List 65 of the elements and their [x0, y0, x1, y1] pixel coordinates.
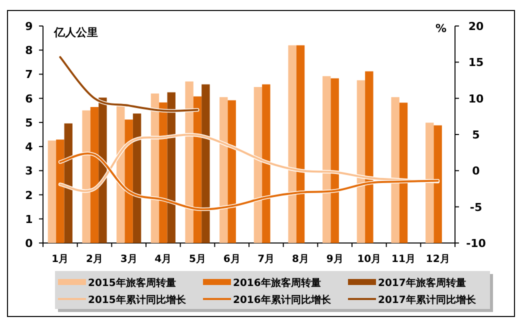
y2-tick-label: 20	[468, 20, 484, 33]
legend-label: 2016年旅客周转量	[233, 277, 321, 289]
y2-tick-label: -5	[470, 200, 482, 214]
bar	[159, 102, 168, 243]
y2-tick-label: -10	[466, 237, 486, 250]
bar	[220, 97, 228, 243]
bar	[322, 76, 331, 243]
bar	[296, 45, 305, 243]
bar	[167, 92, 176, 243]
x-tick-label: 9月	[326, 254, 344, 265]
x-tick-label: 2月	[86, 254, 103, 265]
x-tick-label: 3月	[120, 254, 138, 265]
bar	[228, 100, 236, 243]
x-tick-label: 5月	[189, 254, 206, 265]
bar	[98, 98, 107, 243]
bar	[426, 122, 434, 243]
y2-tick-label: 0	[472, 164, 480, 178]
x-tick-label: 12月	[426, 254, 450, 265]
x-tick-label: 7月	[258, 254, 275, 265]
bar	[56, 140, 64, 243]
y2-axis-title: %	[435, 22, 447, 35]
bar	[124, 120, 133, 243]
y-tick-label: 0	[25, 237, 34, 250]
y-tick-label: 3	[25, 164, 33, 178]
y-tick-label: 2	[25, 188, 33, 202]
x-tick-label: 10月	[357, 254, 382, 265]
x-tick-label: 1月	[52, 254, 69, 265]
x-tick-label: 11月	[392, 254, 416, 265]
bar	[48, 140, 56, 243]
legend-label: 2017年旅客周转量	[378, 277, 466, 289]
y-tick-label: 6	[25, 92, 34, 106]
y2-tick-label: 10	[468, 92, 484, 106]
x-tick-label: 8月	[292, 254, 309, 265]
legend-label: 2016年累计同比增长	[233, 294, 332, 306]
y2-tick-label: 5	[472, 128, 480, 142]
bar	[365, 71, 374, 243]
legend-label: 2017年累计同比增长	[378, 294, 477, 306]
y-tick-label: 7	[25, 68, 33, 82]
bar	[202, 84, 210, 243]
y2-tick-label: 15	[468, 56, 484, 70]
legend-label: 2015年累计同比增长	[88, 294, 187, 306]
y-tick-label: 1	[25, 212, 33, 226]
bar	[64, 123, 72, 243]
bar	[434, 125, 442, 243]
x-tick-label: 4月	[154, 254, 172, 265]
bar	[262, 84, 270, 243]
bar	[150, 94, 160, 243]
bar	[132, 114, 142, 243]
bar	[254, 87, 262, 243]
y-tick-label: 9	[25, 20, 33, 33]
bar	[288, 45, 296, 243]
bar	[356, 80, 366, 243]
bar	[90, 107, 99, 243]
bar	[399, 102, 408, 243]
y-axis-title: 亿人公里	[53, 26, 98, 39]
legend-label: 2015年旅客周转量	[88, 277, 176, 289]
bar	[391, 97, 400, 243]
y-tick-label: 5	[25, 116, 33, 130]
x-tick-label: 6月	[223, 254, 240, 265]
bar	[185, 81, 194, 243]
bar	[330, 78, 339, 243]
y-tick-label: 4	[25, 140, 34, 154]
y-tick-label: 8	[25, 44, 33, 58]
bar	[82, 110, 90, 243]
bar	[193, 96, 202, 243]
